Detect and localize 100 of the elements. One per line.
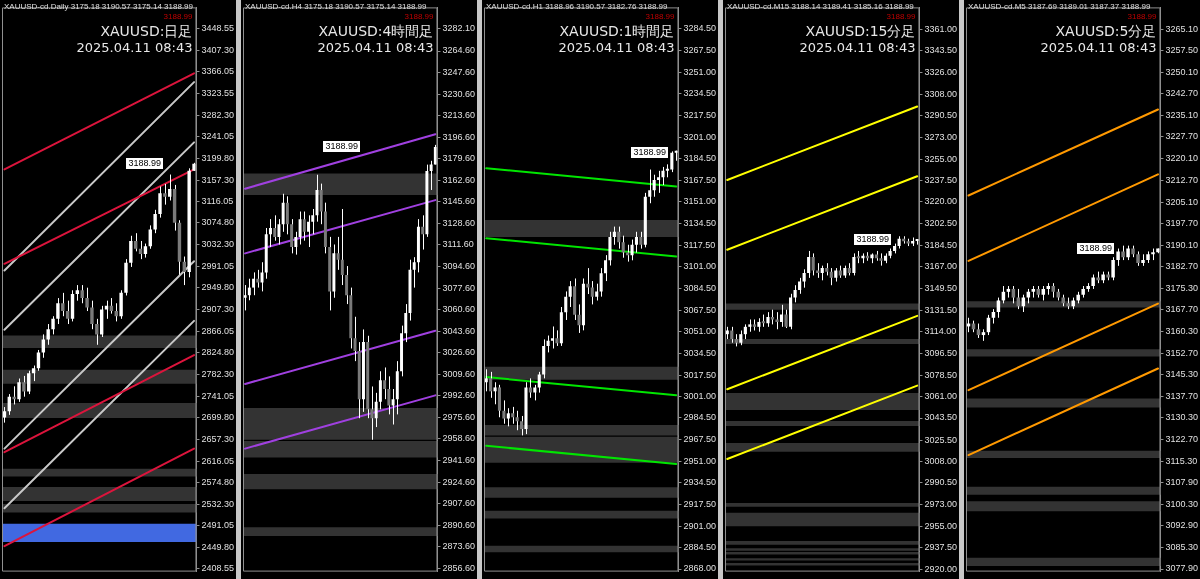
- text: XAUUSD:日足: [100, 23, 193, 39]
- y-tick-label: 3282.10: [442, 23, 476, 34]
- candlestick: [46, 323, 50, 346]
- y-tick-label: 3205.10: [1165, 196, 1199, 207]
- candlestick: [484, 368, 488, 392]
- annotation: 3188.99: [163, 12, 193, 21]
- candlestick: [56, 297, 60, 325]
- y-tick-label: 3130.30: [1165, 412, 1199, 423]
- annotation: XAUUSD-cd.H1 3188.96 3190.57 3182.76 3188.99: [486, 2, 668, 11]
- candlestick: [158, 185, 162, 219]
- candlestick: [634, 231, 639, 254]
- candlestick: [302, 211, 306, 242]
- candlestick: [273, 214, 277, 242]
- y-tick-label: 2782.30: [201, 369, 235, 380]
- y-tick-label: 3196.60: [442, 131, 476, 142]
- y-tick-label: 3160.30: [1165, 325, 1199, 336]
- y-tick-label: 2856.60: [442, 562, 476, 573]
- y-tick-label: 2917.50: [683, 499, 717, 510]
- y-tick-label: 2958.60: [442, 433, 476, 444]
- candlestick: [247, 278, 251, 301]
- y-tick-label: 3175.30: [1165, 282, 1199, 293]
- y-tick-label: 3122.70: [1165, 434, 1199, 445]
- y-tick-label: 3084.50: [683, 282, 717, 293]
- y-tick-label: 3366.05: [201, 66, 235, 77]
- candlestick: [1111, 256, 1115, 281]
- y-tick-label: 2967.50: [683, 434, 717, 445]
- y-tick-label: 3284.50: [683, 23, 717, 34]
- y-tick-label: 3267.50: [683, 45, 717, 56]
- y-tick-label: 3323.55: [201, 88, 235, 99]
- candlestick: [85, 287, 89, 312]
- y-tick-label: 2951.00: [683, 455, 717, 466]
- y-tick-label: 3131.50: [924, 304, 958, 315]
- candlestick: [412, 256, 416, 289]
- y-tick-label: 3220.00: [924, 196, 958, 207]
- annotation: XAUUSD-cd.M15 3188.14 3189.41 3185.16 3188.99: [727, 2, 914, 11]
- candlestick: [298, 211, 302, 245]
- text: XAUUSD:4時間足: [318, 23, 434, 39]
- y-tick-label: 3026.60: [442, 347, 476, 358]
- y-tick-label: 3257.50: [1165, 45, 1199, 56]
- text: XAUUSD:15分足: [805, 23, 916, 39]
- y-tick-label: 3162.60: [442, 174, 476, 185]
- y-tick-label: 3265.10: [1165, 23, 1199, 34]
- candlestick: [129, 235, 133, 268]
- y-tick-label: 2907.30: [201, 304, 235, 315]
- candlestick: [996, 297, 1001, 319]
- candlestick: [599, 267, 603, 298]
- y-tick-label: 3008.00: [924, 455, 958, 466]
- candlestick: [670, 150, 674, 173]
- candlestick: [281, 193, 285, 233]
- y-tick-label: 3273.00: [924, 131, 958, 142]
- y-tick-label: 3230.60: [442, 88, 476, 99]
- y-tick-label: 3247.60: [442, 67, 476, 78]
- y-tick-label: 2941.60: [442, 455, 476, 466]
- annotation: 3188.99: [886, 12, 916, 21]
- text: XAUUSD:5分足: [1055, 23, 1157, 39]
- y-tick-label: 3212.70: [1165, 174, 1199, 185]
- y-tick-label: 2873.60: [442, 541, 476, 552]
- candlestick: [568, 280, 572, 308]
- y-tick-label: 3101.00: [683, 261, 717, 272]
- y-tick-label: 3237.50: [924, 175, 958, 186]
- candlestick: [489, 371, 493, 399]
- y-tick-label: 3190.10: [1165, 239, 1199, 250]
- text: 2025.04.11 08:43: [799, 40, 916, 55]
- candlestick: [497, 384, 502, 418]
- y-tick-label: 3202.50: [924, 217, 958, 228]
- candlestick: [243, 284, 247, 311]
- y-tick-label: 2884.50: [683, 542, 717, 553]
- y-tick-label: 2574.80: [201, 476, 235, 487]
- candlestick: [80, 284, 84, 304]
- y-tick-label: 3201.00: [683, 131, 717, 142]
- y-tick-label: 3152.70: [1165, 347, 1199, 358]
- y-tick-label: 3326.00: [924, 66, 958, 77]
- candlestick: [340, 208, 344, 286]
- y-tick-label: 3115.30: [1165, 455, 1198, 466]
- y-tick-label: 3197.70: [1165, 217, 1199, 228]
- candlestick: [515, 410, 519, 431]
- candlestick: [564, 290, 568, 321]
- y-tick-label: 2992.60: [442, 390, 476, 401]
- candlestick: [617, 226, 621, 250]
- annotation: XAUUSD-cd.Daily 3175.18 3190.57 3175.14 3188.99: [4, 2, 194, 11]
- y-tick-label: 2901.00: [683, 520, 717, 531]
- text: 2025.04.11 08:43: [317, 40, 434, 55]
- y-tick-label: 3282.30: [201, 109, 235, 120]
- y-tick-label: 3184.50: [924, 239, 958, 250]
- y-tick-label: 3167.70: [1165, 304, 1199, 315]
- y-tick-label: 3241.05: [201, 131, 235, 142]
- text: 2025.04.11 08:43: [1040, 40, 1157, 55]
- y-tick-label: 2890.60: [442, 519, 476, 530]
- y-tick-label: 2934.50: [683, 477, 717, 488]
- y-tick-label: 3145.60: [442, 196, 476, 207]
- y-tick-label: 3017.50: [683, 369, 717, 380]
- y-tick-label: 3107.90: [1165, 476, 1199, 487]
- candlestick: [648, 169, 652, 204]
- candlestick: [621, 235, 625, 259]
- candlestick: [336, 236, 340, 271]
- y-tick-label: 3094.60: [442, 261, 476, 272]
- y-tick-label: 2491.05: [201, 520, 235, 531]
- y-tick-label: 3199.80: [201, 152, 235, 163]
- candlestick: [612, 226, 616, 246]
- y-tick-label: 3085.30: [1165, 542, 1199, 553]
